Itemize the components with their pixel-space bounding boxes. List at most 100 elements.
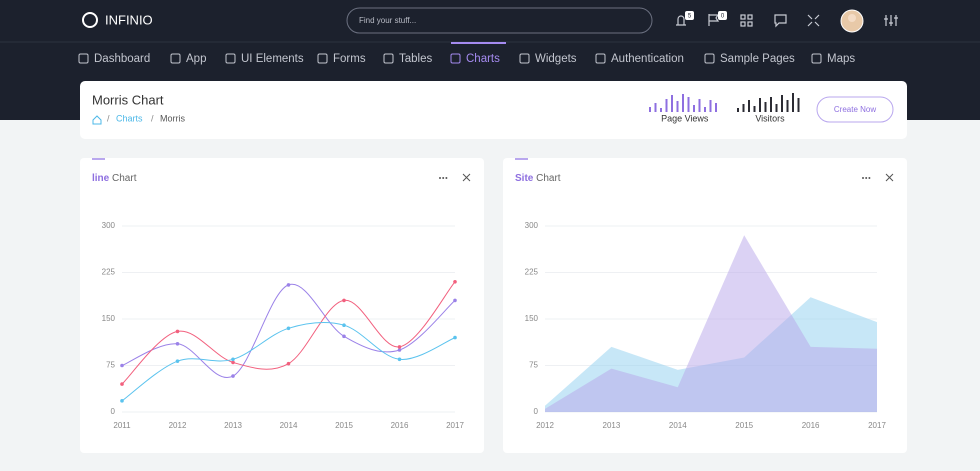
badge-count: 5 bbox=[688, 14, 692, 20]
close-icon[interactable] bbox=[462, 173, 471, 182]
y-tick-label: 300 bbox=[525, 221, 539, 230]
spark-bar bbox=[786, 100, 789, 112]
point bbox=[120, 399, 124, 403]
nav-item[interactable]: Forms bbox=[333, 53, 366, 65]
expand-icon[interactable] bbox=[807, 14, 820, 27]
nav-item[interactable]: Maps bbox=[827, 53, 855, 65]
point bbox=[342, 323, 346, 328]
menu-dot[interactable] bbox=[862, 177, 864, 179]
point bbox=[231, 360, 235, 365]
spark-bar bbox=[764, 102, 767, 112]
x-tick-label: 2013 bbox=[224, 421, 242, 430]
nav-item[interactable]: Widgets bbox=[535, 53, 577, 65]
menu-dot[interactable] bbox=[865, 177, 868, 179]
y-tick-label: 0 bbox=[111, 407, 116, 416]
breadcrumb-separator: / bbox=[151, 113, 154, 123]
nav-icon bbox=[170, 53, 181, 64]
logo bbox=[82, 12, 98, 28]
nav-icon bbox=[519, 53, 530, 64]
spark-bar bbox=[715, 103, 717, 112]
y-tick-label: 0 bbox=[534, 407, 539, 416]
y-tick-label: 225 bbox=[102, 268, 116, 277]
brand: INFINIO bbox=[105, 12, 153, 27]
nav-icon bbox=[450, 53, 461, 64]
point bbox=[286, 326, 291, 331]
spark-bar bbox=[742, 104, 745, 112]
spark-bar bbox=[682, 94, 684, 112]
nav-icon bbox=[383, 53, 394, 64]
spark-bar bbox=[792, 93, 794, 112]
chart-title-accent: Site bbox=[515, 173, 534, 184]
point bbox=[453, 280, 457, 284]
close-icon[interactable] bbox=[885, 173, 894, 182]
grid-icon[interactable] bbox=[740, 14, 746, 20]
spark-bar bbox=[654, 103, 657, 112]
card-tab bbox=[92, 158, 105, 160]
menu-dot[interactable] bbox=[445, 177, 448, 179]
y-tick-label: 75 bbox=[529, 361, 538, 370]
nav: Dashboard App UI Elements Forms Tables Charts… bbox=[78, 42, 855, 65]
nav-item[interactable]: Dashboard bbox=[94, 53, 150, 65]
spark-bar bbox=[693, 105, 695, 112]
point bbox=[397, 345, 402, 349]
spark-bar bbox=[698, 99, 701, 112]
x-tick-label: 2016 bbox=[802, 421, 820, 430]
spark-bar bbox=[737, 108, 739, 112]
x-tick-label: 2014 bbox=[669, 421, 687, 430]
spark-bar bbox=[660, 108, 662, 112]
nav-item[interactable]: Sample Pages bbox=[720, 53, 795, 65]
stat-label: Visitors bbox=[755, 113, 785, 123]
point bbox=[342, 334, 346, 339]
point bbox=[286, 361, 291, 366]
flag-icon[interactable] bbox=[708, 14, 720, 26]
settings-icon[interactable] bbox=[884, 15, 898, 26]
bell-icon[interactable] bbox=[676, 15, 686, 26]
y-tick-label: 150 bbox=[102, 314, 116, 323]
point bbox=[175, 329, 180, 334]
point bbox=[231, 357, 235, 362]
button-label: Create Now bbox=[834, 105, 876, 114]
chart-title: Site Chart bbox=[515, 173, 561, 184]
page-header-card bbox=[80, 81, 907, 139]
x-tick-label: 2016 bbox=[391, 421, 409, 430]
nav-item[interactable]: Charts bbox=[466, 53, 500, 65]
x-tick-label: 2017 bbox=[868, 421, 886, 430]
nav-item[interactable]: Tables bbox=[399, 53, 432, 65]
spark-bar bbox=[709, 100, 712, 112]
nav-icon bbox=[78, 53, 89, 64]
spark-bar bbox=[649, 107, 651, 112]
home-icon[interactable] bbox=[92, 115, 102, 125]
menu-dot[interactable] bbox=[442, 177, 445, 179]
y-tick-label: 150 bbox=[525, 314, 539, 323]
spark-bar bbox=[753, 106, 756, 112]
spark-bar bbox=[770, 97, 772, 112]
point bbox=[397, 348, 402, 352]
breadcrumb-link[interactable]: Charts bbox=[116, 113, 143, 123]
badge bbox=[718, 11, 727, 20]
x-tick-label: 2012 bbox=[536, 421, 554, 430]
x-tick-label: 2017 bbox=[446, 421, 464, 430]
create-button[interactable] bbox=[816, 96, 894, 123]
spark-bar bbox=[687, 97, 690, 112]
chart-title: line Chart bbox=[92, 173, 137, 184]
x-tick-label: 2011 bbox=[113, 421, 131, 430]
breadcrumb-separator: / bbox=[107, 113, 110, 123]
nav-icon bbox=[595, 53, 606, 64]
x-tick-label: 2015 bbox=[735, 421, 753, 430]
spark-bar bbox=[759, 98, 761, 112]
card-tab bbox=[515, 158, 528, 160]
point bbox=[286, 283, 291, 287]
spark-bar bbox=[797, 98, 800, 112]
chat-icon[interactable] bbox=[774, 14, 787, 28]
nav-item[interactable]: Authentication bbox=[611, 53, 684, 65]
menu-dot[interactable] bbox=[439, 177, 441, 179]
spark-bar bbox=[704, 107, 706, 112]
nav-item[interactable]: UI Elements bbox=[241, 53, 304, 65]
menu-dot[interactable] bbox=[868, 177, 871, 179]
point bbox=[453, 298, 457, 303]
nav-item[interactable]: App bbox=[186, 53, 206, 65]
spark-bar bbox=[665, 99, 668, 112]
search-box[interactable] bbox=[346, 7, 653, 34]
point bbox=[397, 357, 402, 362]
